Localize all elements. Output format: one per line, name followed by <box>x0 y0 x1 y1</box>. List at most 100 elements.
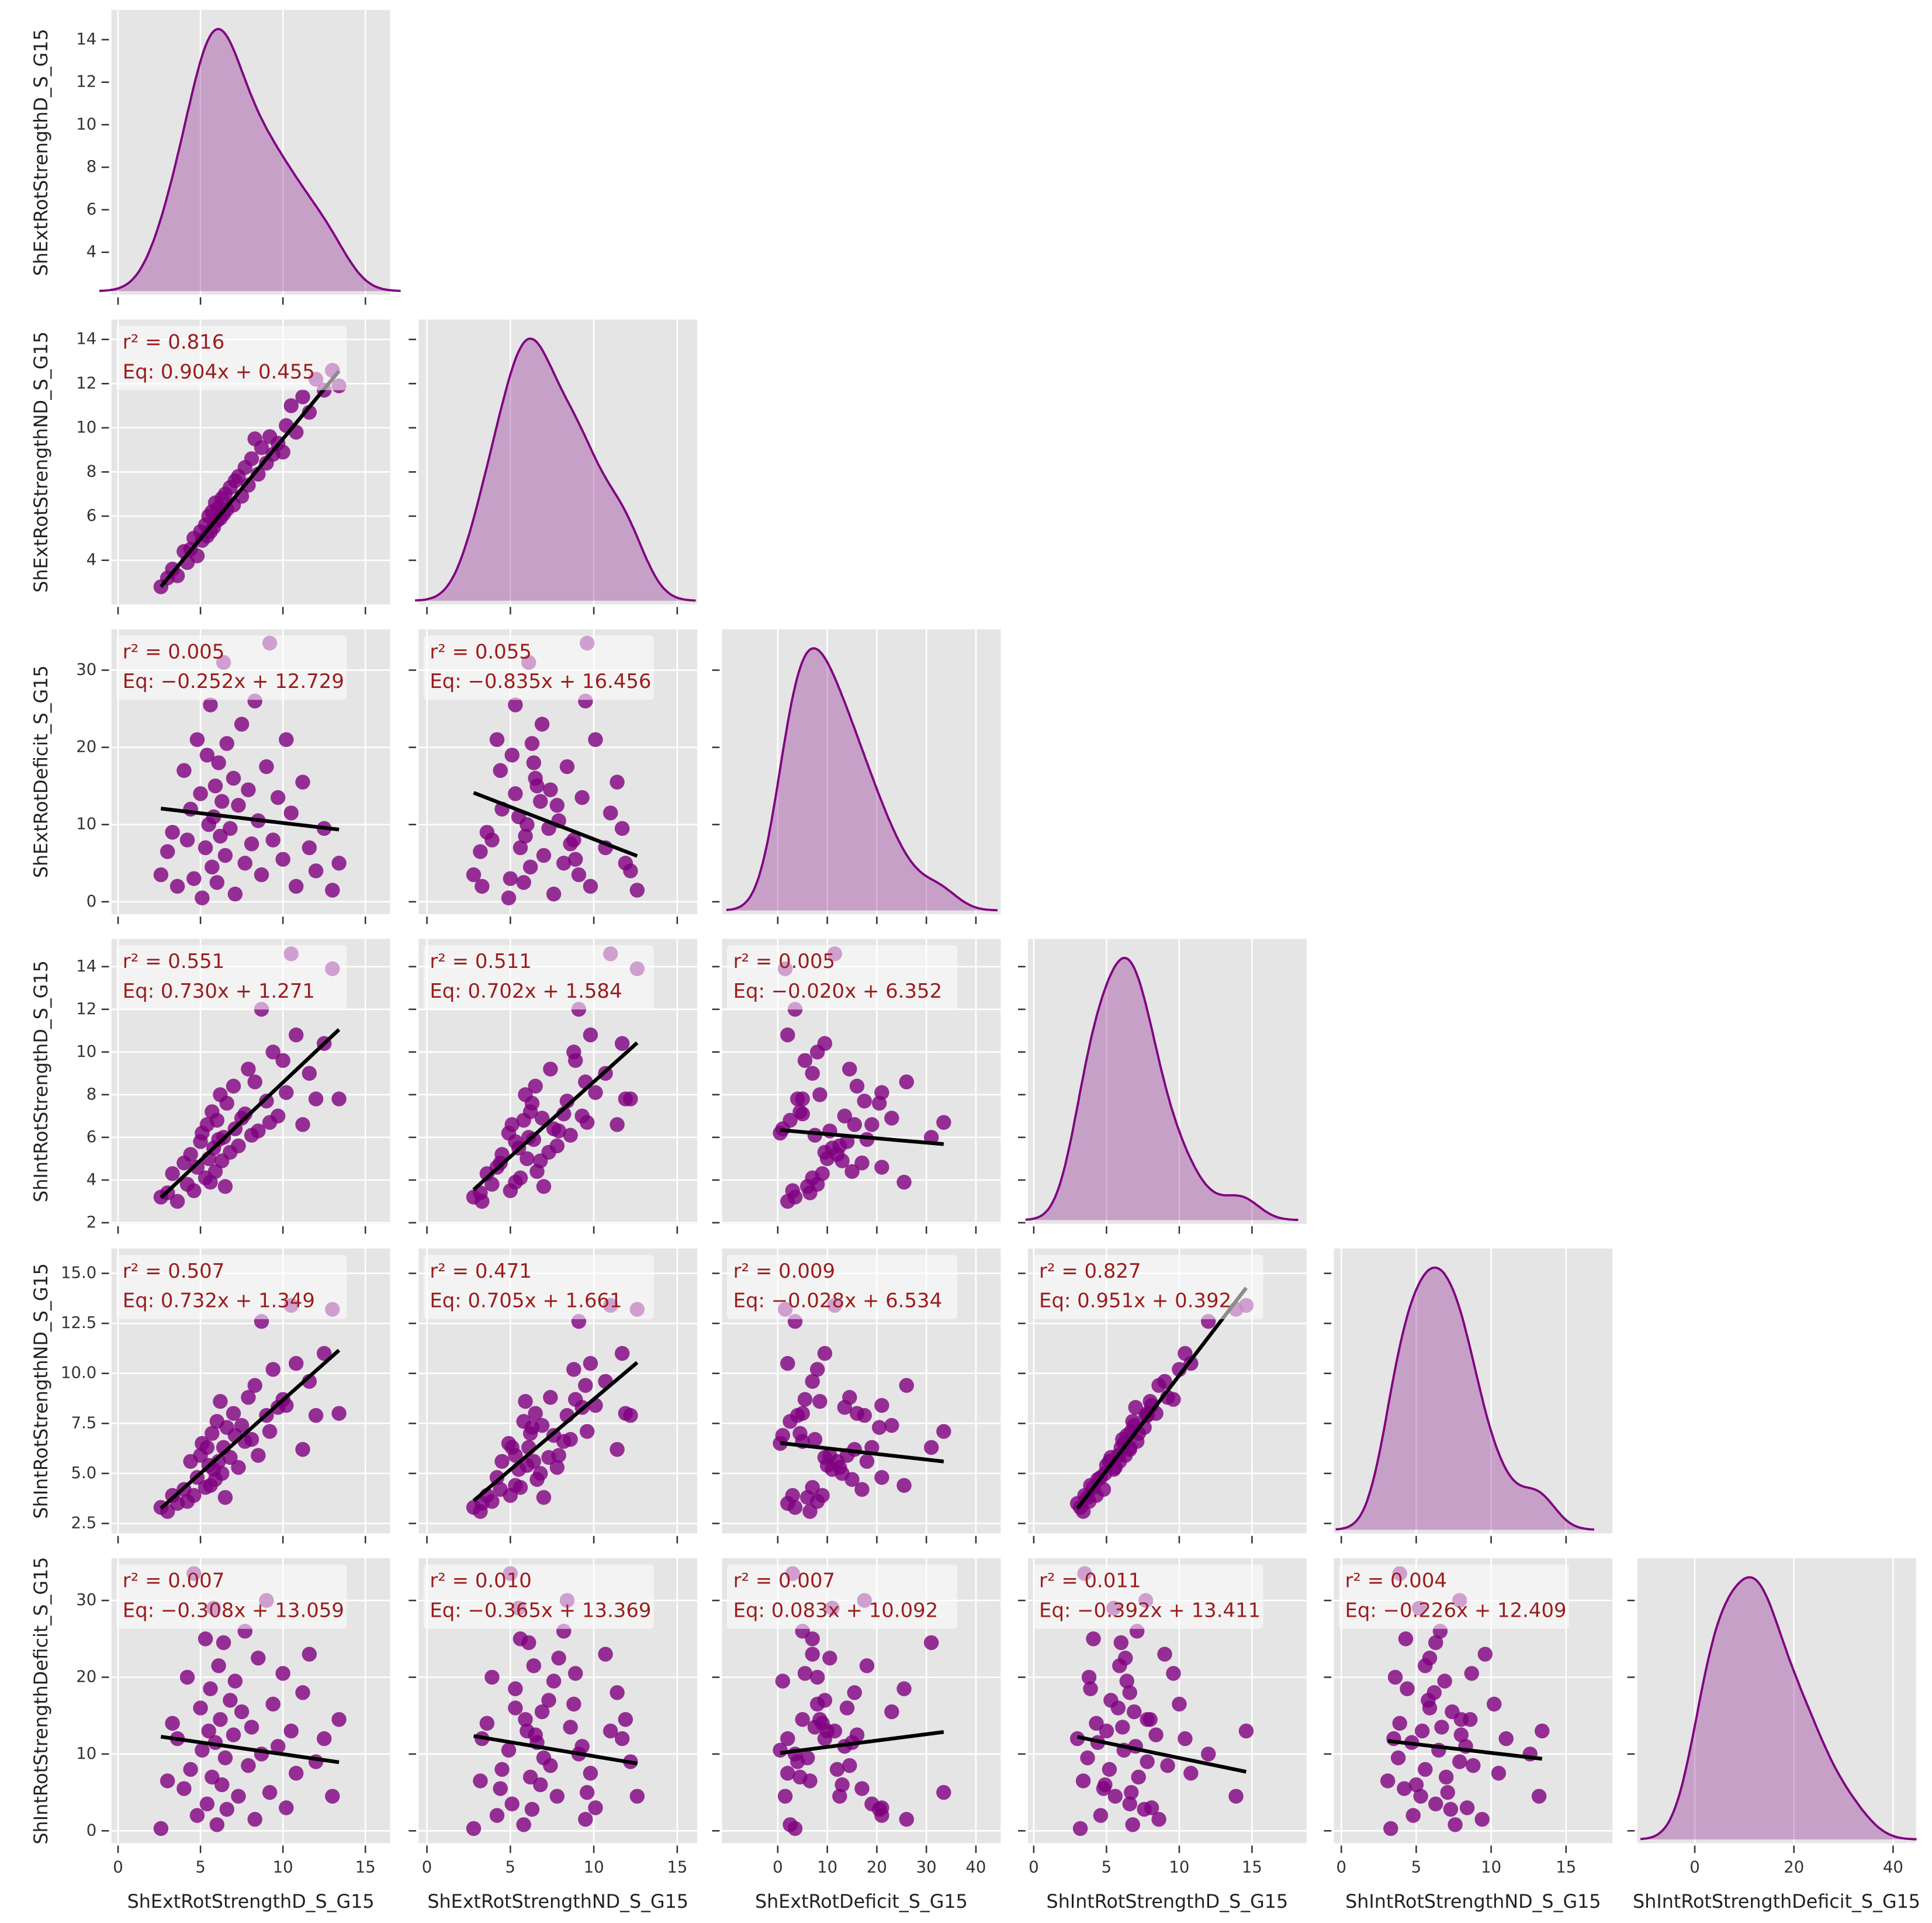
scatter-point <box>1144 1800 1159 1815</box>
regression-line <box>160 1028 341 1199</box>
panel-background <box>722 629 1001 914</box>
scatter-point <box>165 1166 180 1181</box>
scatter-point <box>797 1392 813 1407</box>
scatter-point <box>1405 1808 1421 1823</box>
regression-line <box>1076 1735 1247 1774</box>
scatter-point <box>578 1378 593 1393</box>
scatter-point <box>484 1177 500 1192</box>
scatter-point <box>270 1739 286 1754</box>
scatter-point <box>223 821 238 836</box>
scatter-point <box>254 440 269 455</box>
annotation-box <box>423 1564 654 1629</box>
scatter-point <box>223 1450 238 1465</box>
scatter-point <box>874 1398 889 1413</box>
scatter-point <box>775 1428 791 1443</box>
y-tick-label: 4 <box>86 551 97 569</box>
scatter-point <box>817 1731 833 1746</box>
scatter-point <box>896 1681 912 1696</box>
r2-annotation: r² = 0.005 <box>123 640 224 663</box>
scatter-point <box>186 871 202 886</box>
r2-annotation: r² = 0.004 <box>1345 1569 1446 1592</box>
y-tick-label: 15.0 <box>61 1264 96 1282</box>
y-tick-label: 8 <box>86 462 97 480</box>
scatter-point <box>493 763 508 778</box>
scatter-point <box>817 1346 833 1361</box>
scatter-point <box>847 1117 862 1132</box>
scatter-point <box>526 1454 542 1469</box>
scatter-point <box>583 879 598 894</box>
annotation-box <box>1033 1564 1263 1629</box>
scatter-point <box>1183 1766 1199 1781</box>
x-tick-label: 20 <box>867 1858 887 1877</box>
scatter-point <box>1178 1731 1193 1746</box>
scatter-point <box>295 1117 310 1132</box>
scatter-point <box>508 786 523 801</box>
scatter-point <box>493 1781 508 1796</box>
scatter-point <box>189 1160 205 1175</box>
kde-line <box>1640 1576 1917 1841</box>
scatter-point <box>837 1400 853 1415</box>
scatter-point <box>567 1392 583 1407</box>
y-tick-label: 12 <box>76 373 96 392</box>
scatter-point <box>179 832 195 848</box>
scatter-point <box>489 1808 505 1823</box>
scatter-point <box>217 1490 233 1505</box>
scatter-point <box>610 1685 625 1700</box>
scatter-point <box>466 867 482 883</box>
scatter-point <box>1238 1723 1254 1739</box>
scatter-point <box>244 1431 259 1447</box>
scatter-point <box>165 825 180 840</box>
scatter-point <box>247 1074 262 1090</box>
regression-line <box>160 1735 340 1765</box>
scatter-point <box>331 856 347 871</box>
y-tick-label: 12 <box>76 999 96 1018</box>
y-axis-label: ShIntRotStrengthD_S_G15 <box>31 960 52 1202</box>
scatter-point <box>503 871 518 886</box>
scatter-point <box>241 1758 256 1773</box>
scatter-point <box>308 863 324 879</box>
y-axis-label: ShIntRotStrengthND_S_G15 <box>31 1263 52 1519</box>
scatter-point <box>213 1712 228 1727</box>
scatter-point <box>780 1766 795 1781</box>
x-tick-label: 0 <box>113 1858 123 1877</box>
regression-line <box>780 1128 944 1146</box>
scatter-point <box>331 1091 347 1106</box>
scatter-point <box>551 1650 566 1666</box>
y-tick-label: 10.0 <box>61 1364 96 1382</box>
scatter-point <box>528 1406 543 1421</box>
regression-line <box>161 807 340 832</box>
scatter-point <box>1453 1727 1469 1742</box>
scatter-point <box>289 879 304 894</box>
scatter-point <box>578 1811 593 1827</box>
scatter-point <box>566 1362 581 1377</box>
scatter-point <box>283 398 299 413</box>
scatter-point <box>780 1027 795 1043</box>
kde-area <box>1025 957 1299 1220</box>
scatter-point <box>259 759 274 774</box>
scatter-point <box>265 1044 281 1060</box>
scatter-point <box>797 1053 813 1068</box>
x-tick-label: 40 <box>965 1858 986 1877</box>
annotation-box <box>726 1254 958 1319</box>
y-tick-label: 4 <box>86 1170 97 1189</box>
scatter-point <box>534 1111 550 1126</box>
scatter-point <box>513 840 528 856</box>
scatter-point <box>183 1147 198 1162</box>
scatter-point <box>1486 1696 1502 1712</box>
y-tick-label: 10 <box>76 815 96 833</box>
scatter-point <box>533 1777 548 1793</box>
scatter-point <box>896 1478 912 1493</box>
scatter-point <box>316 1346 332 1361</box>
scatter-point <box>1166 1666 1181 1681</box>
scatter-point <box>270 790 286 805</box>
scatter-point <box>295 389 310 404</box>
x-tick-label: 0 <box>1029 1858 1039 1877</box>
scatter-point <box>494 1147 510 1162</box>
scatter-point <box>1102 1762 1117 1777</box>
y-tick-label: 14 <box>76 330 96 348</box>
scatter-point <box>241 1390 256 1405</box>
panel-background <box>1637 1558 1916 1844</box>
scatter-point <box>857 1094 872 1109</box>
y-tick-label: 6 <box>86 506 97 525</box>
